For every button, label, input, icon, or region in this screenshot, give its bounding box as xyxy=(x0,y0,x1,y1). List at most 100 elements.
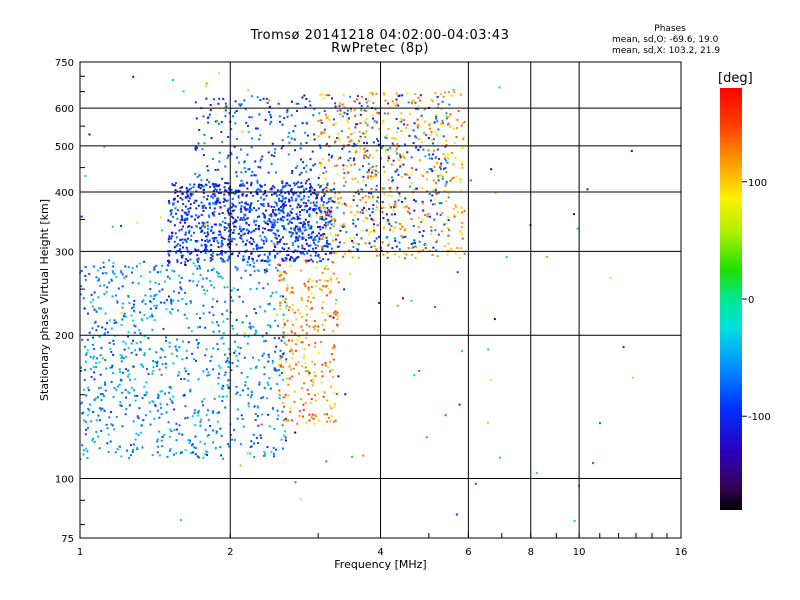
data-point xyxy=(282,419,285,422)
data-point xyxy=(244,207,247,210)
data-point xyxy=(155,364,158,367)
data-point xyxy=(291,286,294,289)
data-point xyxy=(253,262,256,265)
data-point xyxy=(268,98,271,101)
data-point xyxy=(156,360,159,363)
data-point xyxy=(181,238,184,241)
data-point xyxy=(194,172,197,175)
data-point xyxy=(331,368,334,371)
data-point xyxy=(294,431,297,434)
data-point xyxy=(256,248,259,251)
data-point xyxy=(303,348,306,351)
data-point xyxy=(130,342,133,345)
data-point xyxy=(84,278,87,281)
data-point xyxy=(196,284,199,287)
data-point xyxy=(384,136,387,139)
data-point xyxy=(285,272,288,275)
y-tick-label: 100 xyxy=(55,475,74,486)
data-point xyxy=(286,111,289,114)
data-point xyxy=(85,352,88,355)
data-point xyxy=(93,441,96,444)
data-point xyxy=(189,238,192,241)
data-point xyxy=(303,226,306,229)
data-point xyxy=(329,212,332,215)
data-point xyxy=(98,335,101,338)
data-point xyxy=(278,337,281,340)
data-point xyxy=(397,173,400,176)
data-point xyxy=(278,279,281,282)
data-point xyxy=(631,376,634,379)
data-point xyxy=(157,395,160,398)
data-point xyxy=(220,121,223,124)
data-point xyxy=(113,272,116,275)
data-point xyxy=(246,263,249,266)
data-point xyxy=(223,237,226,240)
data-point xyxy=(299,210,302,213)
data-point xyxy=(276,221,279,224)
data-point xyxy=(247,223,250,226)
data-point xyxy=(254,228,257,231)
data-point xyxy=(98,387,101,390)
data-point xyxy=(395,245,398,248)
data-point xyxy=(315,197,318,200)
data-point xyxy=(169,448,172,451)
data-point xyxy=(461,166,464,169)
data-point xyxy=(371,165,374,168)
data-point xyxy=(370,92,373,95)
data-point xyxy=(426,190,429,193)
data-point xyxy=(278,199,281,202)
data-point xyxy=(371,175,374,178)
data-point xyxy=(499,456,502,459)
data-point xyxy=(447,157,450,160)
data-point xyxy=(281,257,284,260)
data-point xyxy=(98,419,101,422)
data-point xyxy=(263,213,266,216)
data-point xyxy=(242,216,245,219)
data-point xyxy=(256,96,259,99)
data-point xyxy=(270,450,273,453)
data-point xyxy=(194,264,197,267)
data-point xyxy=(297,102,300,105)
x-tick-label: 6 xyxy=(465,547,471,558)
data-point xyxy=(188,279,191,282)
data-point xyxy=(341,103,344,106)
data-point xyxy=(317,253,320,256)
data-point xyxy=(367,176,370,179)
data-point xyxy=(307,289,310,292)
data-point xyxy=(282,210,285,213)
data-point xyxy=(281,139,284,142)
data-point xyxy=(356,123,359,126)
data-point xyxy=(442,153,445,156)
data-point xyxy=(311,260,314,263)
data-point xyxy=(375,184,378,187)
data-point xyxy=(434,229,437,232)
data-point xyxy=(227,154,230,157)
data-point xyxy=(303,195,306,198)
data-point xyxy=(260,185,263,188)
data-point xyxy=(430,139,433,142)
data-point xyxy=(190,234,193,237)
data-point xyxy=(315,201,318,204)
data-point xyxy=(273,192,276,195)
data-point xyxy=(259,160,262,163)
data-point xyxy=(373,245,376,248)
data-point xyxy=(317,232,320,235)
data-point xyxy=(449,125,452,128)
data-point xyxy=(108,281,111,284)
data-point xyxy=(385,221,388,224)
data-point xyxy=(327,416,330,419)
data-point xyxy=(224,165,227,168)
data-point xyxy=(228,187,231,190)
data-point xyxy=(286,214,289,217)
data-point xyxy=(184,405,187,408)
data-point xyxy=(391,246,394,249)
data-point xyxy=(239,104,242,107)
data-point xyxy=(149,315,152,318)
data-point xyxy=(152,298,155,301)
data-point xyxy=(414,93,417,96)
data-point xyxy=(463,252,466,255)
data-point xyxy=(236,391,239,394)
data-point xyxy=(290,347,293,350)
x-tick-label: 10 xyxy=(573,547,586,558)
data-point xyxy=(118,445,121,448)
